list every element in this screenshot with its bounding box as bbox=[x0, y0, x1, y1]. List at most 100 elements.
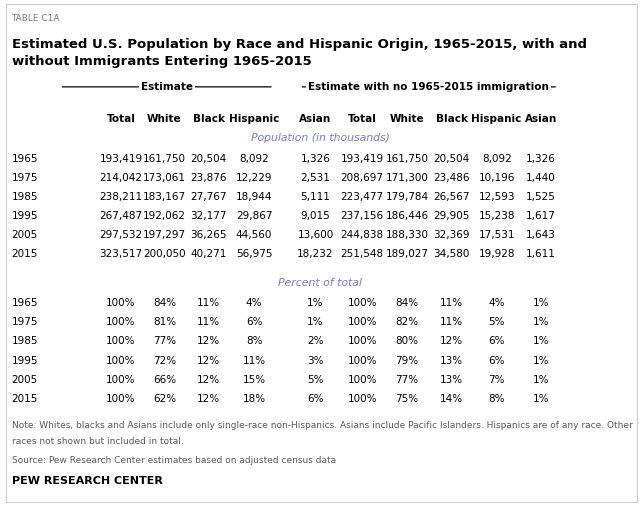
Text: 34,580: 34,580 bbox=[434, 249, 470, 260]
Text: 6%: 6% bbox=[488, 356, 505, 366]
Text: 23,486: 23,486 bbox=[433, 173, 470, 183]
Text: 15,238: 15,238 bbox=[478, 211, 515, 221]
Text: 244,838: 244,838 bbox=[340, 230, 384, 240]
Text: Asian: Asian bbox=[300, 114, 332, 124]
Text: 8%: 8% bbox=[246, 336, 262, 346]
Text: 1,326: 1,326 bbox=[301, 154, 330, 164]
Text: 8,092: 8,092 bbox=[239, 154, 269, 164]
Text: 13%: 13% bbox=[440, 356, 463, 366]
Text: 12%: 12% bbox=[197, 356, 220, 366]
Text: 192,062: 192,062 bbox=[143, 211, 186, 221]
Text: 100%: 100% bbox=[106, 356, 136, 366]
Text: 14%: 14% bbox=[440, 394, 463, 404]
Text: 15%: 15% bbox=[243, 375, 266, 385]
Text: 12%: 12% bbox=[440, 336, 463, 346]
Text: 1995: 1995 bbox=[12, 356, 38, 366]
Text: 267,487: 267,487 bbox=[99, 211, 143, 221]
Text: 1,525: 1,525 bbox=[526, 192, 556, 202]
Text: 1975: 1975 bbox=[12, 317, 38, 327]
Text: 1965: 1965 bbox=[12, 298, 38, 308]
Text: 10,196: 10,196 bbox=[479, 173, 515, 183]
Text: 197,297: 197,297 bbox=[143, 230, 186, 240]
Text: 84%: 84% bbox=[396, 298, 419, 308]
Text: 100%: 100% bbox=[106, 375, 136, 385]
Text: 100%: 100% bbox=[348, 336, 377, 346]
Text: 7%: 7% bbox=[488, 375, 505, 385]
Text: 1985: 1985 bbox=[12, 192, 38, 202]
Text: 11%: 11% bbox=[440, 317, 463, 327]
Text: 1985: 1985 bbox=[12, 336, 38, 346]
Text: 77%: 77% bbox=[396, 375, 419, 385]
Text: 13,600: 13,600 bbox=[298, 230, 333, 240]
Text: 237,156: 237,156 bbox=[340, 211, 384, 221]
Text: 1%: 1% bbox=[532, 375, 549, 385]
Text: 208,697: 208,697 bbox=[340, 173, 384, 183]
Text: White: White bbox=[147, 114, 182, 124]
Text: 13%: 13% bbox=[440, 375, 463, 385]
Text: 323,517: 323,517 bbox=[99, 249, 143, 260]
Text: 161,750: 161,750 bbox=[385, 154, 429, 164]
Text: 20,504: 20,504 bbox=[434, 154, 470, 164]
Text: 100%: 100% bbox=[348, 394, 377, 404]
Text: 1975: 1975 bbox=[12, 173, 38, 183]
Text: 6%: 6% bbox=[246, 317, 262, 327]
Text: 193,419: 193,419 bbox=[340, 154, 384, 164]
Text: 6%: 6% bbox=[488, 336, 505, 346]
Text: Asian: Asian bbox=[525, 114, 557, 124]
Text: 1995: 1995 bbox=[12, 211, 38, 221]
Text: 66%: 66% bbox=[153, 375, 176, 385]
Text: 1965: 1965 bbox=[12, 154, 38, 164]
Text: 100%: 100% bbox=[106, 336, 136, 346]
Text: 18%: 18% bbox=[243, 394, 266, 404]
Text: 80%: 80% bbox=[396, 336, 419, 346]
Text: 9,015: 9,015 bbox=[301, 211, 330, 221]
Text: Estimate: Estimate bbox=[141, 82, 193, 92]
Text: 12,229: 12,229 bbox=[236, 173, 273, 183]
Text: 26,567: 26,567 bbox=[433, 192, 470, 202]
Text: 1,643: 1,643 bbox=[526, 230, 556, 240]
Text: 100%: 100% bbox=[348, 298, 377, 308]
Text: 223,477: 223,477 bbox=[340, 192, 384, 202]
Text: 36,265: 36,265 bbox=[190, 230, 227, 240]
Text: Population (in thousands): Population (in thousands) bbox=[251, 133, 389, 143]
Text: Estimated U.S. Population by Race and Hispanic Origin, 1965-2015, with and
witho: Estimated U.S. Population by Race and Hi… bbox=[12, 38, 586, 68]
Text: 6%: 6% bbox=[307, 394, 324, 404]
Text: 214,042: 214,042 bbox=[99, 173, 143, 183]
Text: 1,326: 1,326 bbox=[526, 154, 556, 164]
Text: 12%: 12% bbox=[197, 336, 220, 346]
Text: 29,867: 29,867 bbox=[236, 211, 273, 221]
Text: 100%: 100% bbox=[348, 356, 377, 366]
Text: 1%: 1% bbox=[307, 298, 324, 308]
Text: races not shown but included in total.: races not shown but included in total. bbox=[12, 437, 183, 446]
Text: 77%: 77% bbox=[153, 336, 176, 346]
Text: 186,446: 186,446 bbox=[385, 211, 429, 221]
Text: 200,050: 200,050 bbox=[143, 249, 186, 260]
Text: 40,271: 40,271 bbox=[191, 249, 227, 260]
Text: 82%: 82% bbox=[396, 317, 419, 327]
Text: 20,504: 20,504 bbox=[191, 154, 227, 164]
Text: 1%: 1% bbox=[532, 356, 549, 366]
Text: 2015: 2015 bbox=[12, 249, 38, 260]
Text: 12%: 12% bbox=[197, 394, 220, 404]
Text: 32,369: 32,369 bbox=[433, 230, 470, 240]
Text: Source: Pew Research Center estimates based on adjusted census data: Source: Pew Research Center estimates ba… bbox=[12, 456, 335, 465]
Text: 1%: 1% bbox=[532, 298, 549, 308]
Text: 100%: 100% bbox=[106, 317, 136, 327]
Text: 17,531: 17,531 bbox=[478, 230, 515, 240]
Text: 3%: 3% bbox=[307, 356, 324, 366]
Text: 1,440: 1,440 bbox=[526, 173, 556, 183]
Text: 27,767: 27,767 bbox=[190, 192, 227, 202]
Text: 5%: 5% bbox=[488, 317, 505, 327]
Text: 2015: 2015 bbox=[12, 394, 38, 404]
Text: Note: Whites, blacks and Asians include only single-race non-Hispanics. Asians i: Note: Whites, blacks and Asians include … bbox=[12, 421, 632, 430]
Text: 4%: 4% bbox=[488, 298, 505, 308]
Text: 62%: 62% bbox=[153, 394, 176, 404]
Text: 29,905: 29,905 bbox=[434, 211, 470, 221]
Text: 1%: 1% bbox=[532, 336, 549, 346]
Text: 183,167: 183,167 bbox=[143, 192, 186, 202]
Text: 11%: 11% bbox=[243, 356, 266, 366]
Text: 2%: 2% bbox=[307, 336, 324, 346]
Text: Total: Total bbox=[348, 114, 377, 124]
Text: 1,617: 1,617 bbox=[526, 211, 556, 221]
Text: Black: Black bbox=[193, 114, 225, 124]
